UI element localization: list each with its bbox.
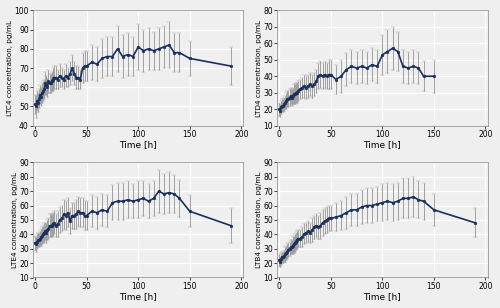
Y-axis label: LTC4 concentration, pg/mL: LTC4 concentration, pg/mL [7,20,13,116]
X-axis label: Time [h]: Time [h] [364,140,401,149]
Y-axis label: LTB4 concentration, pg/mL: LTB4 concentration, pg/mL [256,172,262,268]
Y-axis label: LTE4 concentration, pg/mL: LTE4 concentration, pg/mL [12,172,18,268]
X-axis label: Time [h]: Time [h] [120,292,157,301]
X-axis label: Time [h]: Time [h] [120,140,157,149]
X-axis label: Time [h]: Time [h] [364,292,401,301]
Y-axis label: LTD4 concentration, pg/mL: LTD4 concentration, pg/mL [256,19,262,116]
